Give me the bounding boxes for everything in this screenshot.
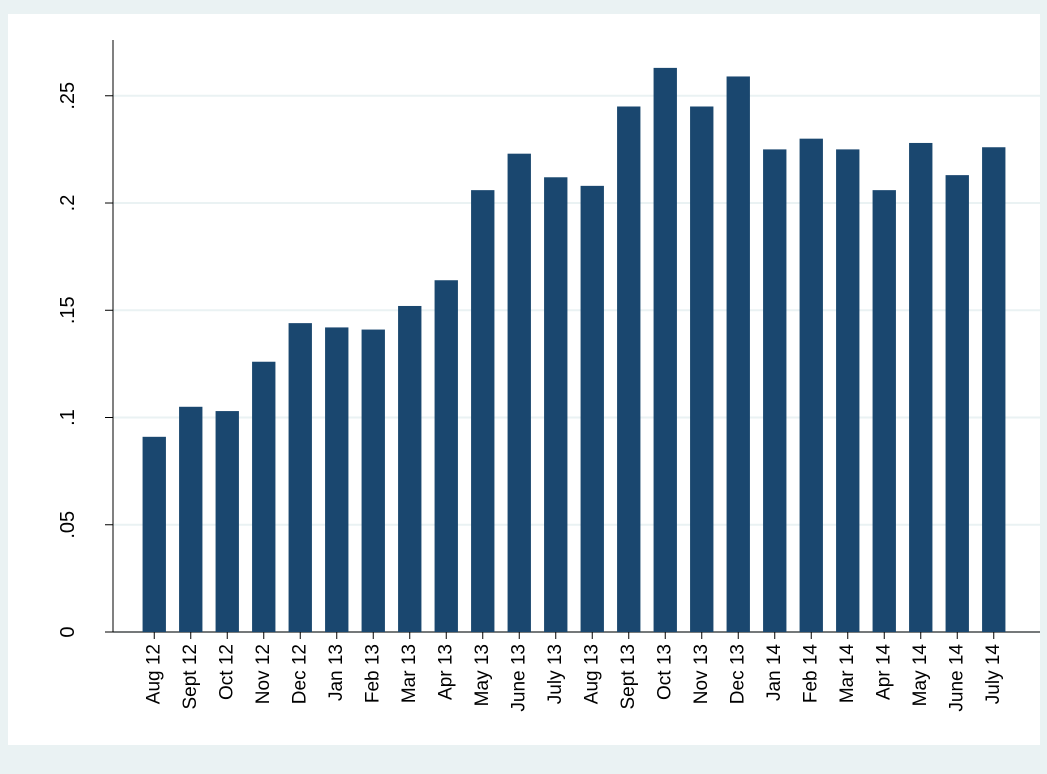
x-tick-label: Aug 13 [581, 644, 602, 704]
bar [580, 185, 604, 632]
x-tick-label: Jan 14 [764, 644, 785, 701]
y-tick-label: .1 [57, 409, 79, 426]
x-tick-label: May 14 [910, 644, 931, 707]
x-tick-label: Oct 13 [654, 644, 675, 700]
bar [726, 76, 750, 633]
x-tick-label: Nov 12 [253, 644, 274, 704]
x-tick-label: Dec 12 [289, 644, 310, 704]
bar [252, 361, 276, 632]
bar [288, 323, 312, 632]
x-tick-label: Apr 13 [435, 644, 456, 700]
x-tick-label: July 13 [545, 644, 566, 704]
y-tick-label: .05 [57, 511, 79, 539]
bar [653, 67, 677, 633]
x-tick-label: Mar 13 [399, 644, 420, 703]
bar [507, 153, 531, 632]
x-tick-label: Feb 14 [800, 644, 821, 704]
bar [398, 305, 422, 632]
bar [982, 147, 1006, 632]
x-tick-label: Apr 14 [873, 644, 894, 700]
bar [471, 190, 495, 632]
x-tick-label: May 13 [472, 644, 493, 706]
x-tick-label: Nov 13 [691, 644, 712, 704]
bar [690, 106, 714, 633]
y-tick-label: .25 [57, 82, 79, 110]
bar [872, 190, 896, 632]
bar [361, 329, 385, 632]
bar [215, 411, 239, 632]
x-tick-label: Sept 13 [618, 644, 639, 710]
bar [544, 177, 568, 632]
bar [799, 138, 823, 632]
y-tick-label: .2 [57, 195, 79, 212]
bar [836, 149, 860, 633]
x-tick-label: Oct 12 [216, 644, 237, 700]
y-tick-label: 0 [57, 626, 79, 637]
x-tick-label: Feb 13 [362, 644, 383, 703]
x-tick-label: Mar 14 [837, 644, 858, 704]
bar [945, 175, 969, 632]
x-tick-label: June 14 [946, 644, 967, 712]
bar [179, 406, 203, 632]
bar [434, 280, 458, 632]
bar [142, 436, 166, 632]
bar [909, 142, 933, 632]
y-tick-label: .15 [57, 296, 79, 324]
x-tick-label: July 14 [983, 644, 1004, 705]
x-tick-label: Aug 12 [143, 644, 164, 704]
x-tick-label: June 13 [508, 644, 529, 712]
x-tick-label: Jan 13 [326, 644, 347, 701]
x-tick-label: Sept 12 [180, 644, 201, 710]
bar [763, 149, 787, 633]
bar [325, 327, 349, 632]
x-tick-label: Dec 13 [727, 644, 748, 704]
bar [617, 106, 641, 633]
